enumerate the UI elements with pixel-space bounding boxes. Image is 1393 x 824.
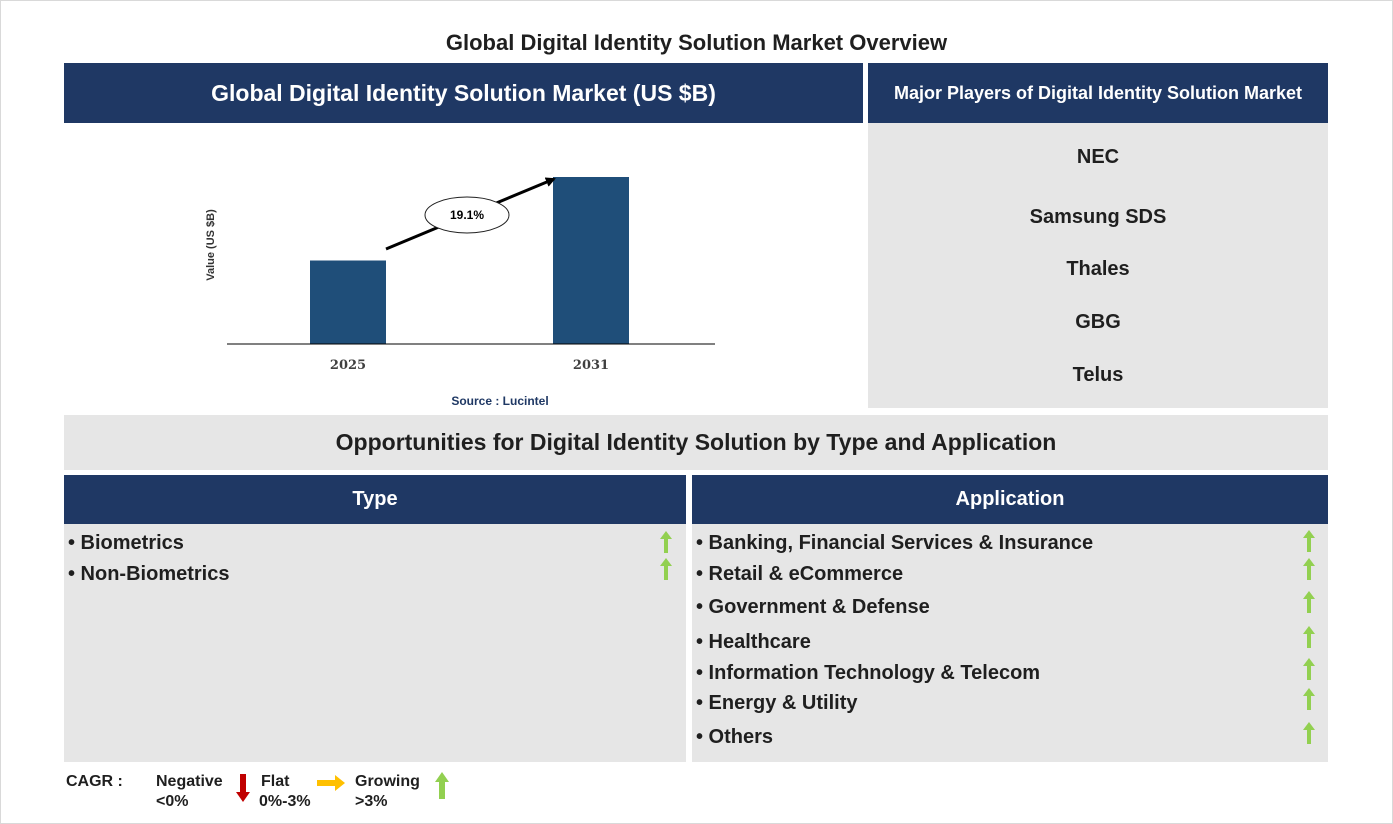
bar-2025 — [310, 260, 386, 344]
chart-panel-header: Global Digital Identity Solution Market … — [64, 63, 863, 123]
bar-2031 — [553, 177, 629, 344]
application-item-bfsi: • Banking, Financial Services & Insuranc… — [696, 532, 1094, 554]
legend-growing-value: >3% — [355, 793, 388, 810]
application-item-it-telecom: • Information Technology & Telecom — [696, 662, 1041, 684]
bar-chart: Value (US $B) 19.1% 2025 2031 Source : Lu… — [64, 123, 863, 413]
type-panel-header: Type — [64, 475, 686, 524]
legend-flat-label: Flat — [261, 773, 290, 790]
x-tick-label-2025: 2025 — [330, 358, 366, 373]
up-arrow-green-icon — [1303, 558, 1315, 580]
up-arrow-green-icon — [1303, 626, 1315, 648]
type-item-non-biometrics: • Non-Biometrics — [68, 563, 230, 585]
legend-negative-value: <0% — [156, 793, 189, 810]
opportunities-title: Opportunities for Digital Identity Solut… — [64, 415, 1328, 470]
application-item-retail: • Retail & eCommerce — [696, 563, 904, 585]
application-item-healthcare: • Healthcare — [696, 631, 811, 653]
legend-cagr-label: CAGR : — [66, 773, 123, 790]
up-arrow-green-icon — [435, 772, 449, 799]
up-arrow-green-icon — [1303, 530, 1315, 552]
legend-growing-label: Growing — [355, 773, 420, 790]
cagr-ellipse — [424, 196, 510, 234]
up-arrow-green-icon — [1303, 688, 1315, 710]
player-item: Telus — [1072, 364, 1124, 386]
page-title: Global Digital Identity Solution Market … — [445, 30, 948, 55]
legend-flat-value: 0%-3% — [259, 793, 311, 810]
player-item: Samsung SDS — [1029, 206, 1167, 228]
bar-chart-svg: Value (US $B) 19.1% 2025 2031 Source : Lu… — [205, 177, 715, 408]
up-arrow-green-icon — [1303, 591, 1315, 613]
cagr-label: 19.1% — [450, 208, 484, 222]
y-axis-label: Value (US $B) — [205, 209, 217, 281]
right-arrow-yellow-icon — [317, 775, 345, 791]
players-panel-header: Major Players of Digital Identity Soluti… — [868, 63, 1328, 123]
player-item: GBG — [1075, 311, 1121, 333]
chart-source: Source : Lucintel — [451, 394, 548, 408]
up-arrow-green-icon — [1303, 722, 1315, 744]
bars-layer — [310, 177, 629, 344]
type-panel: • Biometrics • Non-Biometrics — [64, 524, 686, 762]
player-item: NEC — [1076, 146, 1120, 168]
players-panel: NEC Samsung SDS Thales GBG Telus — [868, 123, 1328, 408]
ticks-layer: 2025 2031 — [330, 358, 609, 373]
application-item-energy: • Energy & Utility — [696, 692, 858, 714]
application-panel-header: Application — [692, 475, 1328, 524]
type-item-biometrics: • Biometrics — [68, 532, 184, 554]
legend-negative-label: Negative — [156, 773, 223, 790]
up-arrow-green-icon — [660, 558, 672, 580]
down-arrow-red-icon — [236, 774, 250, 802]
x-tick-label-2031: 2031 — [573, 358, 609, 373]
player-item: Thales — [1066, 258, 1130, 280]
up-arrow-green-icon — [1303, 658, 1315, 680]
application-panel: • Banking, Financial Services & Insuranc… — [692, 524, 1328, 762]
up-arrow-green-icon — [660, 531, 672, 553]
application-item-government: • Government & Defense — [696, 596, 930, 618]
application-item-others: • Others — [696, 726, 774, 748]
